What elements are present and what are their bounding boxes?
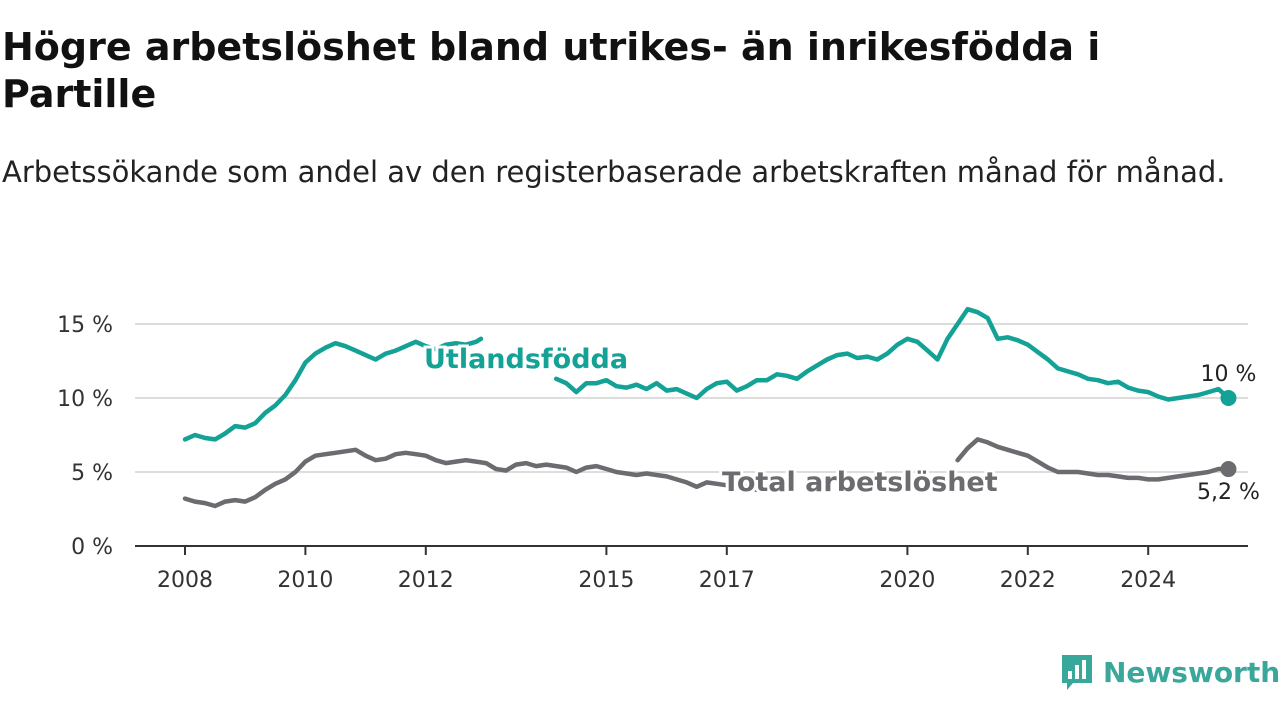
y-tick-label: 10 %: [57, 387, 113, 412]
y-tick-label: 5 %: [71, 461, 113, 486]
chart-subtitle: Arbetssökande som andel av den registerb…: [2, 155, 1226, 189]
x-tick-label: 2022: [1000, 568, 1056, 593]
x-tick-label: 2015: [578, 568, 634, 593]
y-tick-label: 0 %: [71, 535, 113, 560]
series-lines: [182, 306, 1231, 509]
newsworthy-logo-icon: [1062, 655, 1092, 690]
series-labels: 10 % 5,2 % Utlandsfödda Total arbetslöshet: [421, 341, 1260, 505]
x-tick-label: 2017: [699, 568, 755, 593]
brand-name: Newsworthy: [1103, 655, 1280, 689]
series-line-1: [955, 437, 1231, 482]
line-chart: 0 %5 %10 %15 % 2008 2010 2012 2015 2017 2020 2…: [57, 306, 1260, 593]
x-tick-label: 2024: [1120, 568, 1176, 593]
x-tick-label: 2020: [879, 568, 935, 593]
x-tick-label: 2010: [277, 568, 333, 593]
x-axis: 2008 2010 2012 2015 2017 2020 2022 2024: [135, 545, 1248, 593]
y-axis: 0 % 5 % 10 % 15 %: [57, 313, 113, 560]
end-label-utlandsfodda: 10 %: [1201, 362, 1257, 387]
chart-title: Högre arbetslöshet bland utrikes- än inr…: [2, 25, 1101, 116]
series-line-1: [182, 447, 790, 509]
x-tick-label: 2012: [398, 568, 454, 593]
series-line-0: [182, 336, 484, 442]
y-tick-label: 15 %: [57, 313, 113, 338]
brand-logo: Newsworthy: [1060, 652, 1280, 692]
end-marker-0: [1220, 390, 1237, 406]
series-label-total: Total arbetslöshet: [722, 467, 998, 498]
series-label-utlandsfodda: Utlandsfödda: [424, 344, 628, 375]
end-marker-1: [1220, 461, 1237, 478]
end-label-total: 5,2 %: [1197, 480, 1260, 505]
series-line-0: [553, 306, 1231, 402]
x-tick-label: 2008: [157, 568, 213, 593]
